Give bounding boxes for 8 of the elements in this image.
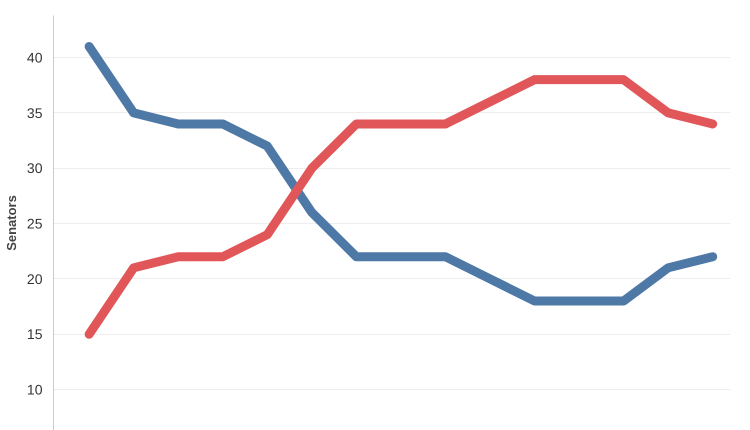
y-axis-title: Senators — [4, 195, 19, 251]
y-tick-label: 15 — [26, 326, 43, 342]
y-tick-label: 25 — [26, 216, 43, 232]
y-tick-label: 40 — [26, 50, 43, 66]
y-tick-label: 10 — [26, 382, 43, 398]
y-tick-label: 20 — [26, 270, 43, 287]
y-tick-label: 35 — [26, 104, 43, 121]
y-tick-label: 30 — [26, 160, 43, 176]
